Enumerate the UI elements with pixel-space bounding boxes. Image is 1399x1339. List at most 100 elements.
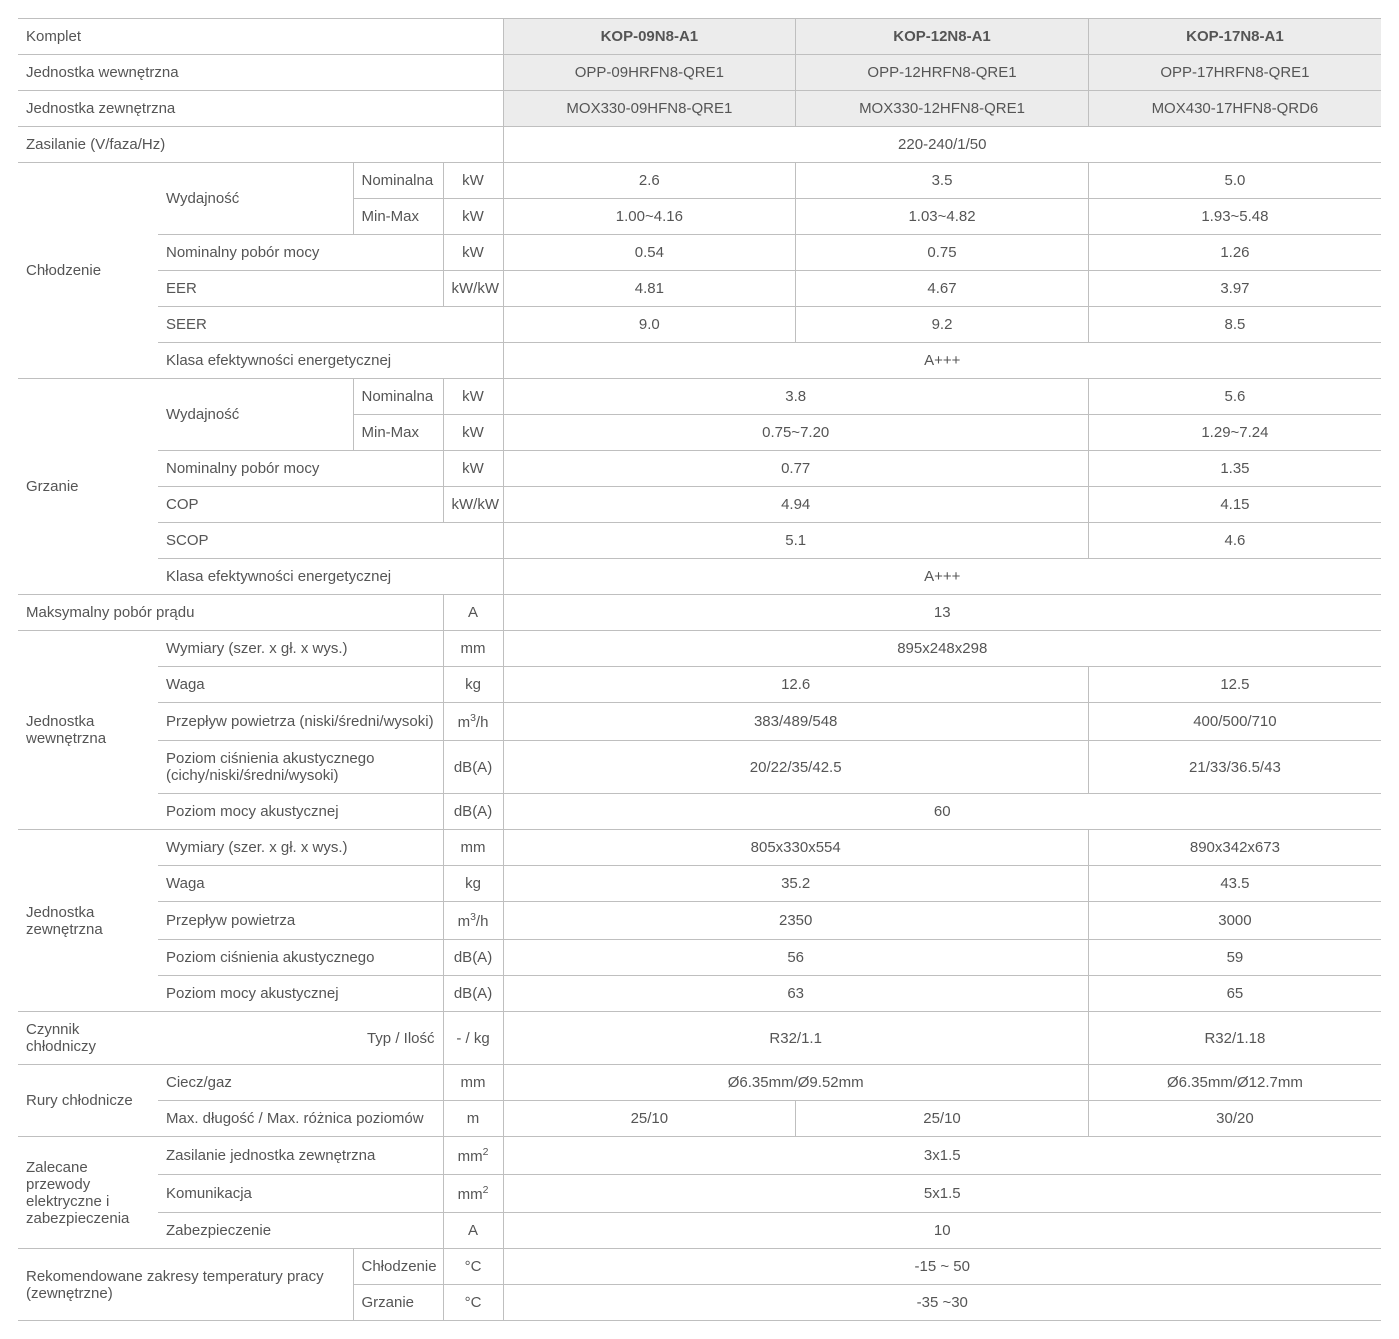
jz-section-label: Jednostka zewnętrzna (18, 830, 158, 1012)
chlodzenie-minmax-v3: 1.93~5.48 (1088, 199, 1381, 235)
jw-val-1: OPP-09HRFN8-QRE1 (503, 55, 796, 91)
chlodzenie-eer-unit: kW/kW (443, 271, 503, 307)
jz-mocak-label: Poziom mocy akustycznej (158, 976, 443, 1012)
czynnik-unit: - / kg (443, 1012, 503, 1065)
jw-waga-v12: 12.6 (503, 667, 1088, 703)
jw-waga-unit: kg (443, 667, 503, 703)
grzanie-nompobor-unit: kW (443, 451, 503, 487)
jw-mocak-val: 60 (503, 794, 1381, 830)
jw-val-3: OPP-17HRFN8-QRE1 (1088, 55, 1381, 91)
chlodzenie-label: Chłodzenie (18, 163, 158, 379)
grzanie-cop-label: COP (158, 487, 443, 523)
jw-przeplyw-label: Przepływ powietrza (niski/średni/wysoki) (158, 703, 443, 741)
header-komplet: Komplet (18, 19, 503, 55)
jw-section-label: Jednostka wewnętrzna (18, 631, 158, 830)
jz-przeplyw-v12: 2350 (503, 902, 1088, 940)
grzanie-nom-label: Nominalna (353, 379, 443, 415)
przewody-zasilanie-label: Zasilanie jednostka zewnętrzna (158, 1137, 443, 1175)
jw-wymiary-label: Wymiary (szer. x gł. x wys.) (158, 631, 443, 667)
grzanie-minmax-label: Min-Max (353, 415, 443, 451)
przewody-kom-unit: mm2 (443, 1175, 503, 1213)
jw-mocak-label: Poziom mocy akustycznej (158, 794, 443, 830)
chlodzenie-nompobor-unit: kW (443, 235, 503, 271)
jz-cisnienie-v12: 56 (503, 940, 1088, 976)
czynnik-label: Czynnik chłodniczy (18, 1012, 158, 1065)
czynnik-sub: Typ / Ilość (158, 1012, 443, 1065)
przewody-label: Zalecane przewody elektryczne i zabezpie… (18, 1137, 158, 1249)
chlodzenie-nom-v1: 2.6 (503, 163, 796, 199)
rury-ciecz-v12: Ø6.35mm/Ø9.52mm (503, 1065, 1088, 1101)
jz-val-1: MOX330-09HFN8-QRE1 (503, 91, 796, 127)
temp-grz-val: -35 ~30 (503, 1285, 1381, 1321)
jz-mocak-v3: 65 (1088, 976, 1381, 1012)
jz-cisnienie-label: Poziom ciśnienia akustycznego (158, 940, 443, 976)
grzanie-cop-v3: 4.15 (1088, 487, 1381, 523)
przewody-zasilanie-val: 3x1.5 (503, 1137, 1381, 1175)
jz-val-3: MOX430-17HFN8-QRD6 (1088, 91, 1381, 127)
jw-waga-label: Waga (158, 667, 443, 703)
rury-ciecz-label: Ciecz/gaz (158, 1065, 443, 1101)
temp-grz-label: Grzanie (353, 1285, 443, 1321)
zasilanie-val: 220-240/1/50 (503, 127, 1381, 163)
grzanie-nom-v3: 5.6 (1088, 379, 1381, 415)
chlodzenie-minmax-v2: 1.03~4.82 (796, 199, 1089, 235)
temp-grz-unit: °C (443, 1285, 503, 1321)
grzanie-klasa-val: A+++ (503, 559, 1381, 595)
chlodzenie-klasa-label: Klasa efektywności energetycznej (158, 343, 503, 379)
row-jz-label: Jednostka zewnętrzna (18, 91, 503, 127)
grzanie-scop-v3: 4.6 (1088, 523, 1381, 559)
jw-cisnienie-v12: 20/22/35/42.5 (503, 741, 1088, 794)
chlodzenie-nompobor-label: Nominalny pobór mocy (158, 235, 443, 271)
temp-chl-label: Chłodzenie (353, 1249, 443, 1285)
chlodzenie-eer-label: EER (158, 271, 443, 307)
jz-przeplyw-unit: m3/h (443, 902, 503, 940)
chlodzenie-minmax-unit: kW (443, 199, 503, 235)
model-2: KOP-12N8-A1 (796, 19, 1089, 55)
chlodzenie-nom-v3: 5.0 (1088, 163, 1381, 199)
grzanie-minmax-unit: kW (443, 415, 503, 451)
grzanie-minmax-v3: 1.29~7.24 (1088, 415, 1381, 451)
chlodzenie-seer-v1: 9.0 (503, 307, 796, 343)
rury-max-v2: 25/10 (796, 1101, 1089, 1137)
rury-max-label: Max. długość / Max. różnica poziomów (158, 1101, 443, 1137)
chlodzenie-seer-label: SEER (158, 307, 503, 343)
jw-mocak-unit: dB(A) (443, 794, 503, 830)
chlodzenie-nom-v2: 3.5 (796, 163, 1089, 199)
grzanie-nom-v12: 3.8 (503, 379, 1088, 415)
jw-cisnienie-v3: 21/33/36.5/43 (1088, 741, 1381, 794)
grzanie-nom-unit: kW (443, 379, 503, 415)
chlodzenie-nompobor-v1: 0.54 (503, 235, 796, 271)
chlodzenie-wydajnosc: Wydajność (158, 163, 353, 235)
chlodzenie-minmax-v1: 1.00~4.16 (503, 199, 796, 235)
jz-wymiary-v12: 805x330x554 (503, 830, 1088, 866)
jz-wymiary-label: Wymiary (szer. x gł. x wys.) (158, 830, 443, 866)
jw-wymiary-val: 895x248x298 (503, 631, 1381, 667)
chlodzenie-nompobor-v3: 1.26 (1088, 235, 1381, 271)
rury-max-unit: m (443, 1101, 503, 1137)
rury-max-v1: 25/10 (503, 1101, 796, 1137)
rury-label: Rury chłodnicze (18, 1065, 158, 1137)
jz-waga-unit: kg (443, 866, 503, 902)
spec-table: Komplet KOP-09N8-A1 KOP-12N8-A1 KOP-17N8… (18, 18, 1381, 1321)
przewody-kom-val: 5x1.5 (503, 1175, 1381, 1213)
jz-przeplyw-label: Przepływ powietrza (158, 902, 443, 940)
jz-cisnienie-v3: 59 (1088, 940, 1381, 976)
grzanie-cop-v12: 4.94 (503, 487, 1088, 523)
jz-wymiary-unit: mm (443, 830, 503, 866)
grzanie-nompobor-v3: 1.35 (1088, 451, 1381, 487)
jz-val-2: MOX330-12HFN8-QRE1 (796, 91, 1089, 127)
przewody-zabezp-val: 10 (503, 1213, 1381, 1249)
grzanie-klasa-label: Klasa efektywności energetycznej (158, 559, 503, 595)
chlodzenie-seer-v2: 9.2 (796, 307, 1089, 343)
grzanie-cop-unit: kW/kW (443, 487, 503, 523)
chlodzenie-eer-v3: 3.97 (1088, 271, 1381, 307)
czynnik-v12: R32/1.1 (503, 1012, 1088, 1065)
grzanie-label: Grzanie (18, 379, 158, 595)
jw-cisnienie-label: Poziom ciśnienia akustycznego (cichy/nis… (158, 741, 443, 794)
chlodzenie-eer-v2: 4.67 (796, 271, 1089, 307)
jz-mocak-unit: dB(A) (443, 976, 503, 1012)
maxpobor-label: Maksymalny pobór prądu (18, 595, 443, 631)
rury-ciecz-v3: Ø6.35mm/Ø12.7mm (1088, 1065, 1381, 1101)
model-1: KOP-09N8-A1 (503, 19, 796, 55)
przewody-zabezp-label: Zabezpieczenie (158, 1213, 443, 1249)
